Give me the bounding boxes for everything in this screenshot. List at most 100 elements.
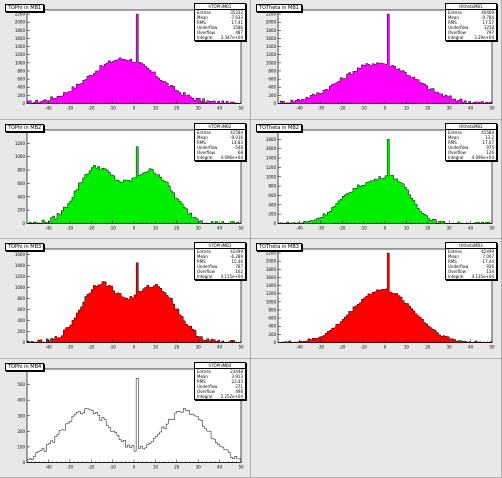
stats-key: Underflow bbox=[448, 25, 469, 30]
x-tick-label: -20 bbox=[88, 345, 95, 350]
histogram-pad: 0100200300400500600-40-30-20-10010203040… bbox=[0, 358, 251, 478]
stats-key: Overflow bbox=[197, 388, 215, 394]
stats-value: 42499 bbox=[230, 249, 243, 254]
x-tick-label: 50 bbox=[238, 464, 244, 469]
y-tick-label: 200 bbox=[17, 93, 25, 98]
x-tick-label: -10 bbox=[109, 464, 116, 469]
stats-row: Entries 40469 bbox=[446, 10, 496, 15]
y-tick-label: 0 bbox=[273, 101, 276, 106]
y-tick-label: 400 bbox=[17, 397, 25, 402]
x-tick-label: 40 bbox=[468, 106, 474, 111]
x-tick-label: 50 bbox=[238, 225, 244, 230]
histogram-bars bbox=[26, 13, 241, 104]
stats-box: ththetaMB3 Entries 42499 Mean 7.007 RMS 17.44 U… bbox=[445, 242, 497, 280]
x-tick-label: 20 bbox=[174, 106, 180, 111]
stats-key: Mean bbox=[448, 134, 459, 140]
y-tick-label: 1400 bbox=[15, 44, 26, 49]
y-tick-label: 600 bbox=[17, 307, 25, 312]
stats-key: RMS bbox=[448, 20, 457, 25]
stats-key: Integral bbox=[197, 35, 213, 40]
stats-row: Overflow 487 bbox=[195, 30, 245, 35]
stats-row: RMS 17.57 bbox=[446, 20, 496, 25]
y-tick-label: 1000 bbox=[15, 285, 26, 290]
stats-row: Entries 41584 bbox=[446, 130, 496, 135]
x-tick-label: 40 bbox=[468, 225, 474, 230]
y-tick-label: 1000 bbox=[266, 299, 277, 304]
histogram-pad: 0 200 400 600 800 1000 1200 1400 1600 1800 2000 220… bbox=[0, 0, 251, 120]
stats-row: Overflow 126 bbox=[446, 150, 496, 155]
y-tick-label: 1800 bbox=[15, 28, 26, 33]
stats-key: Overflow bbox=[448, 30, 466, 35]
stats-row: Underflow -548 bbox=[195, 145, 245, 150]
stats-value: 17.07 bbox=[482, 139, 494, 145]
stats-value: 3.29e+04 bbox=[474, 35, 494, 40]
x-tick-label: 20 bbox=[425, 106, 431, 111]
histogram-pad: 0 200 400 600 800 1000 1200 1400 1600 -40 -30 -20 -1… bbox=[0, 239, 251, 359]
stats-value: 40469 bbox=[481, 10, 494, 15]
y-tick-label: 1800 bbox=[266, 267, 277, 272]
stats-key: RMS bbox=[197, 378, 206, 384]
stats-row: Overflow 797 bbox=[446, 30, 496, 35]
y-tick-label: 1200 bbox=[266, 164, 277, 169]
y-tick-label: 300 bbox=[17, 413, 25, 418]
x-tick-label: 10 bbox=[153, 345, 159, 350]
stats-value: 3.913 bbox=[231, 373, 243, 379]
y-tick-label: 1600 bbox=[15, 36, 26, 41]
x-tick-label: 0 bbox=[133, 225, 136, 230]
y-tick-label: 800 bbox=[17, 68, 25, 73]
x-tick-label: 40 bbox=[217, 106, 223, 111]
y-tick-label: 200 bbox=[268, 93, 276, 98]
y-tick-label: 1200 bbox=[266, 291, 277, 296]
y-tick-label: 0 bbox=[22, 221, 25, 226]
x-tick-label: 10 bbox=[404, 345, 410, 350]
y-tick-label: 600 bbox=[17, 180, 25, 185]
y-tick-label: 1000 bbox=[266, 60, 277, 65]
x-tick-label: 10 bbox=[153, 225, 159, 230]
stats-value: 4.115e+04 bbox=[220, 274, 243, 279]
stats-value: -7.633 bbox=[230, 15, 243, 20]
x-tick-label: 10 bbox=[404, 225, 410, 230]
y-tick-label: 0 bbox=[273, 340, 276, 345]
histogram-pad: 0 200 400 600 800 1000 1200 -40 -30 -20 -10 0 10 20 30… bbox=[0, 119, 251, 239]
stats-key: RMS bbox=[448, 139, 457, 145]
stats-value: 42499 bbox=[481, 249, 494, 254]
stats-row: Entries 35332 bbox=[195, 10, 245, 15]
x-tick-label: 50 bbox=[489, 106, 495, 111]
stats-value: 787 bbox=[235, 264, 243, 269]
stats-box: hTOPhiMB3 Entries 42499 Mean -6.289 RMS 15.46 U… bbox=[194, 242, 246, 280]
y-tick-label: 100 bbox=[17, 444, 25, 449]
y-tick-label: 1200 bbox=[15, 52, 26, 57]
x-tick-label: 20 bbox=[425, 225, 431, 230]
x-tick-label: -40 bbox=[45, 464, 52, 469]
y-tick-label: 1000 bbox=[15, 154, 26, 159]
y-tick-label: 1200 bbox=[15, 140, 26, 145]
histogram-bars bbox=[26, 377, 242, 463]
x-tick-label: 40 bbox=[468, 345, 474, 350]
y-tick-label: 1000 bbox=[266, 174, 277, 179]
stats-value: 4.096e+04 bbox=[471, 154, 494, 160]
x-tick-label: 20 bbox=[174, 345, 180, 350]
stats-row: RMS 23.43 bbox=[195, 379, 245, 384]
stats-value: 17.41 bbox=[231, 20, 243, 25]
x-tick-label: 0 bbox=[133, 106, 136, 111]
histogram-bars bbox=[27, 145, 242, 224]
stats-value: 2.252e+04 bbox=[220, 393, 243, 399]
stats-name: hTOPhiMB3 bbox=[195, 243, 245, 249]
stats-row: Integral 4.115e+04 bbox=[195, 274, 245, 279]
stats-key: Integral bbox=[448, 154, 464, 160]
y-tick-label: 0 bbox=[22, 101, 25, 106]
x-tick-label: -20 bbox=[339, 225, 346, 230]
x-tick-label: 40 bbox=[217, 345, 223, 350]
stats-box: hTOPhiMB2 Entries 41584 Mean -9.016 RMS 14.83 U… bbox=[194, 122, 246, 161]
stats-row: Overflow 162 bbox=[195, 269, 245, 274]
stats-row: Underflow 787 bbox=[195, 264, 245, 269]
stats-key: Entries bbox=[197, 10, 211, 15]
x-tick-label: -30 bbox=[318, 225, 325, 230]
stats-row: Underflow 926 bbox=[446, 264, 496, 269]
x-tick-label: 20 bbox=[174, 225, 180, 230]
histogram-title: TOPhi in MB2 bbox=[5, 123, 45, 132]
y-tick-label: 200 bbox=[17, 329, 25, 334]
stats-row: Mean -0.784 bbox=[446, 15, 496, 20]
x-tick-label: -40 bbox=[296, 225, 303, 230]
stats-value: 13.2 bbox=[485, 134, 494, 140]
